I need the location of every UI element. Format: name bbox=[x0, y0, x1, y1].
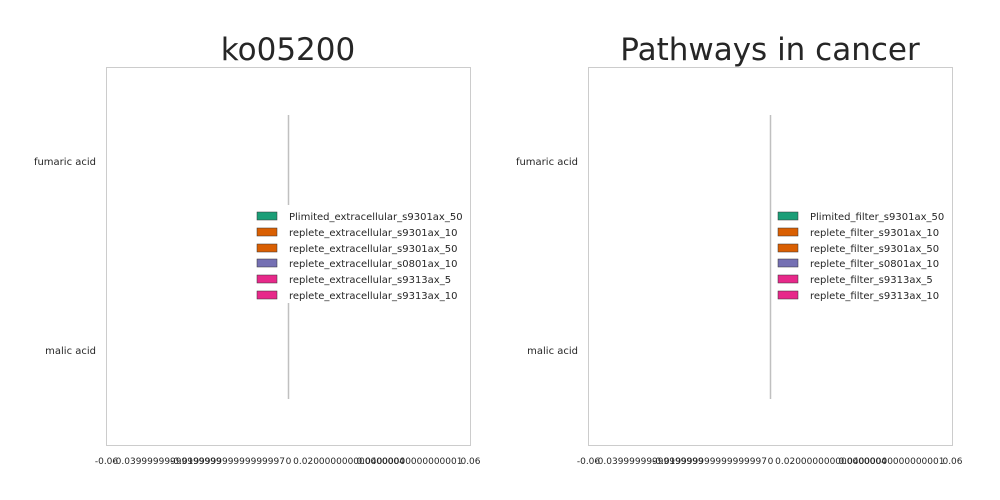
legend-background bbox=[252, 205, 466, 303]
legend-swatch bbox=[256, 258, 278, 268]
legend-label: replete_filter_s9313ax_5 bbox=[810, 275, 933, 286]
legend-label: replete_extracellular_s0801ax_10 bbox=[289, 259, 457, 270]
y-tick-label: fumaric acid bbox=[516, 157, 578, 168]
y-tick-label: fumaric acid bbox=[34, 157, 96, 168]
x-tick-label: 0 bbox=[286, 457, 292, 467]
legend-swatch bbox=[777, 227, 799, 237]
y-tick-label: malic acid bbox=[45, 346, 96, 357]
plot-frame bbox=[106, 67, 471, 446]
legend-swatch bbox=[777, 290, 799, 300]
legend-label: replete_filter_s9301ax_10 bbox=[810, 228, 939, 239]
legend-label: replete_extracellular_s9313ax_5 bbox=[289, 275, 451, 286]
legend-label: Plimited_extracellular_s9301ax_50 bbox=[289, 212, 463, 223]
chart-title: Pathways in cancer bbox=[620, 32, 920, 68]
legend-label: Plimited_filter_s9301ax_50 bbox=[810, 212, 944, 223]
x-tick-label: 0.04000000000000001 bbox=[839, 457, 945, 467]
legend-swatch bbox=[256, 211, 278, 221]
legend-swatch bbox=[256, 243, 278, 253]
legend: Plimited_filter_s9301ax_50 replete_filte… bbox=[773, 205, 949, 303]
x-tick-label: -0.06 bbox=[577, 457, 601, 467]
x-tick-label: 0 bbox=[768, 457, 774, 467]
x-tick-label: -0.03999999999999999 bbox=[594, 457, 703, 467]
legend-swatch bbox=[256, 274, 278, 284]
legend-label: replete_filter_s0801ax_10 bbox=[810, 259, 939, 270]
legend-swatch bbox=[777, 258, 799, 268]
legend: Plimited_extracellular_s9301ax_50 replet… bbox=[252, 205, 466, 303]
legend-swatch bbox=[777, 211, 799, 221]
legend-label: replete_filter_s9301ax_50 bbox=[810, 244, 939, 255]
x-tick-label: 0.020000000000000004 bbox=[775, 457, 887, 467]
x-tick-label: 0.020000000000000004 bbox=[293, 457, 405, 467]
chart-panel-2: Pathways in cancer fumaric acid malic ac… bbox=[516, 32, 963, 467]
y-tick-label: malic acid bbox=[527, 346, 578, 357]
x-tick-label: 0.06 bbox=[460, 457, 480, 467]
legend-label: replete_extracellular_s9301ax_10 bbox=[289, 228, 457, 239]
legend-label: replete_filter_s9313ax_10 bbox=[810, 291, 939, 302]
x-tick-label: 0.06 bbox=[942, 457, 962, 467]
legend-swatch bbox=[777, 243, 799, 253]
legend-swatch bbox=[256, 227, 278, 237]
legend-swatch bbox=[256, 290, 278, 300]
chart-title: ko05200 bbox=[221, 32, 355, 68]
legend-label: replete_extracellular_s9301ax_50 bbox=[289, 244, 457, 255]
x-tick-label: -0.06 bbox=[95, 457, 119, 467]
x-tick-label: -0.03999999999999999 bbox=[112, 457, 221, 467]
plot-frame bbox=[588, 67, 953, 446]
legend-label: replete_extracellular_s9313ax_10 bbox=[289, 291, 457, 302]
x-tick-label: -0.019999999999999997 bbox=[652, 457, 767, 467]
legend-background bbox=[773, 205, 949, 303]
legend-swatch bbox=[777, 274, 799, 284]
chart-panel-1: ko05200 fumaric acid malic acid -0.06 -0… bbox=[34, 32, 481, 467]
x-tick-label: -0.019999999999999997 bbox=[170, 457, 285, 467]
x-tick-label: 0.04000000000000001 bbox=[357, 457, 463, 467]
